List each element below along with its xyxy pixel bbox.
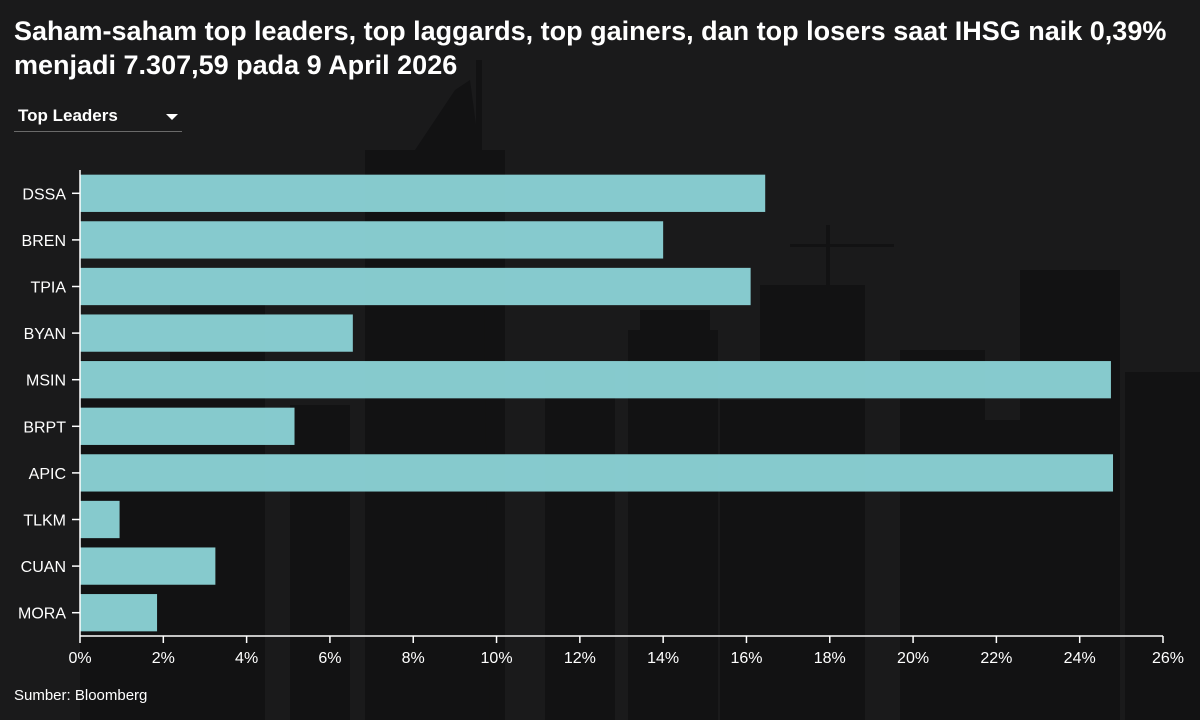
bar-msin	[80, 361, 1111, 399]
bar-tlkm	[80, 500, 120, 539]
y-tick-label-byan: BYAN	[24, 326, 66, 343]
category-dropdown[interactable]: Top Leaders	[14, 100, 182, 132]
x-tick-label-0: 0%	[68, 650, 91, 667]
y-tick-label-brpt: BRPT	[23, 419, 66, 436]
bar-mora	[80, 594, 158, 632]
chart-title: Saham-saham top leaders, top laggards, t…	[14, 16, 1167, 80]
bar-cuan	[80, 547, 216, 585]
bar-bren	[80, 221, 664, 259]
bar-brpt	[80, 407, 295, 445]
dropdown-selected-label: Top Leaders	[18, 106, 118, 125]
x-tick-label-10: 10%	[481, 650, 513, 667]
y-tick-label-dssa: DSSA	[22, 186, 66, 203]
y-tick-label-bren: BREN	[22, 233, 66, 250]
y-tick-label-apic: APIC	[29, 466, 66, 483]
bar-dssa	[80, 174, 766, 212]
x-tick-label-18: 18%	[814, 650, 846, 667]
x-tick-label-8: 8%	[402, 650, 425, 667]
y-tick-label-tlkm: TLKM	[23, 513, 66, 530]
x-tick-label-14: 14%	[647, 650, 679, 667]
bar-byan	[80, 314, 353, 352]
x-tick-label-4: 4%	[235, 650, 258, 667]
x-tick-label-16: 16%	[730, 650, 762, 667]
x-tick-label-22: 22%	[980, 650, 1012, 667]
chevron-down-icon	[166, 114, 178, 120]
x-tick-label-6: 6%	[318, 650, 341, 667]
x-tick-label-26: 26%	[1152, 650, 1184, 667]
x-tick-label-2: 2%	[152, 650, 175, 667]
x-tick-label-12: 12%	[564, 650, 596, 667]
x-tick-label-24: 24%	[1064, 650, 1096, 667]
bar-apic	[80, 454, 1114, 492]
source-note: Sumber: Bloomberg	[14, 687, 148, 704]
x-tick-label-20: 20%	[897, 650, 929, 667]
y-tick-label-cuan: CUAN	[21, 559, 66, 576]
bar-tpia	[80, 267, 751, 306]
y-tick-label-mora: MORA	[18, 606, 66, 623]
y-tick-label-msin: MSIN	[26, 373, 66, 390]
y-tick-label-tpia: TPIA	[30, 280, 66, 297]
